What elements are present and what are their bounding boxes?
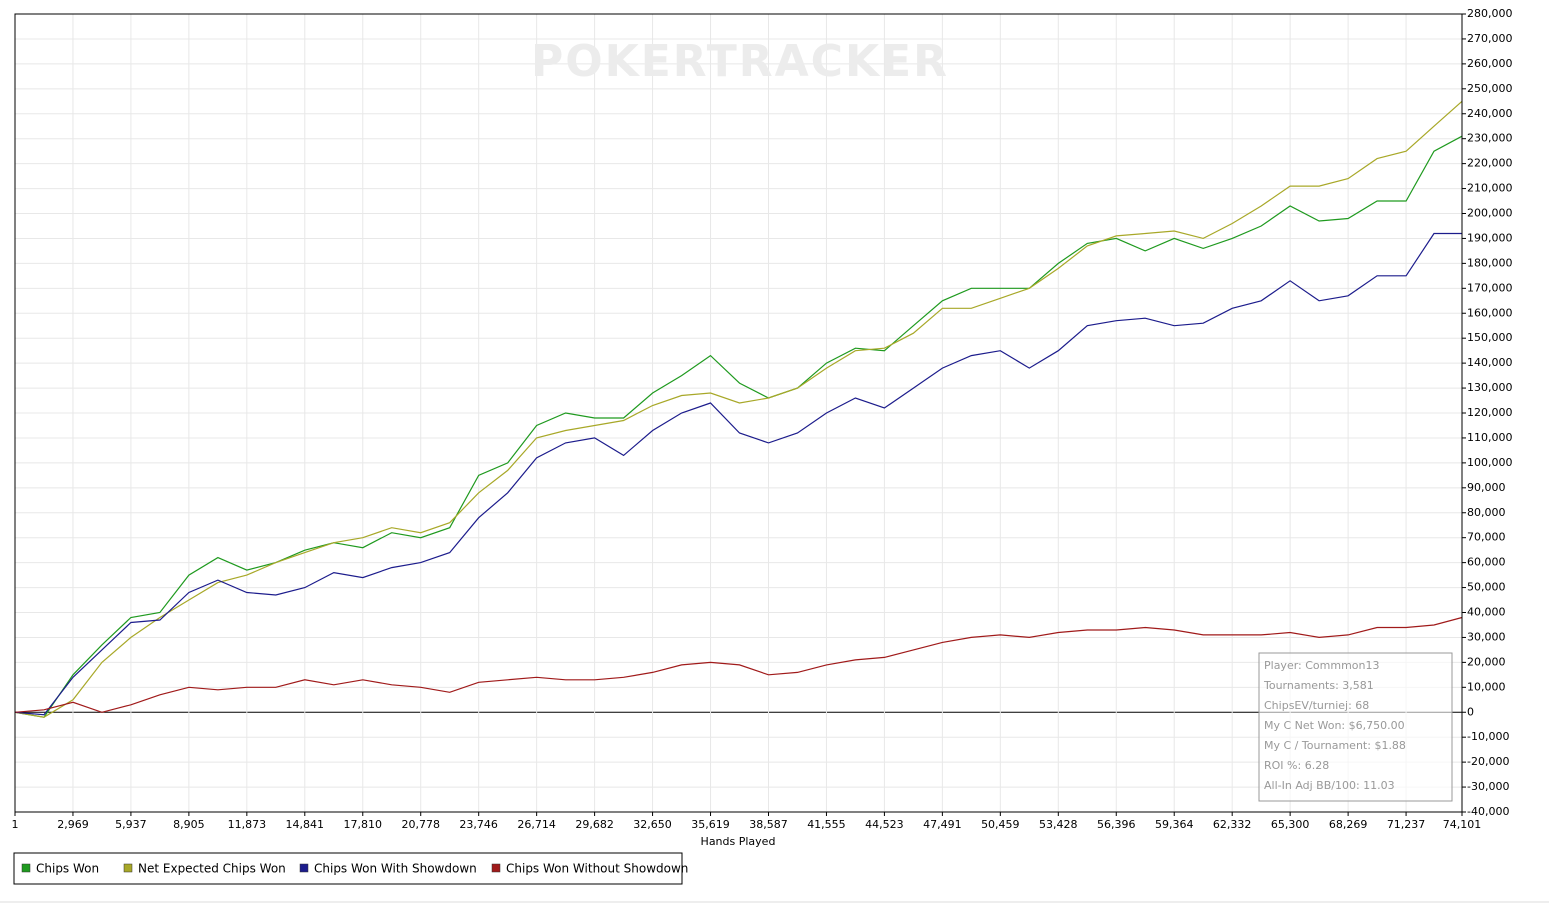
y-tick-label: 230,000 bbox=[1467, 132, 1513, 145]
y-tick-label: 80,000 bbox=[1467, 506, 1506, 519]
info-line: My C Net Won: $6,750.00 bbox=[1264, 719, 1405, 732]
legend-swatch bbox=[299, 863, 309, 873]
y-tick-label: 70,000 bbox=[1467, 531, 1506, 544]
x-tick-label: 53,428 bbox=[1039, 818, 1078, 831]
info-line: ChipsEV/turniej: 68 bbox=[1264, 699, 1369, 712]
x-tick-label: 32,650 bbox=[633, 818, 672, 831]
legend-label: Net Expected Chips Won bbox=[138, 862, 286, 876]
y-tick-label: 10,000 bbox=[1467, 680, 1506, 693]
y-tick-label: 250,000 bbox=[1467, 82, 1513, 95]
y-tick-label: -10,000 bbox=[1467, 730, 1509, 743]
y-tick-label: 130,000 bbox=[1467, 381, 1513, 394]
legend-label: Chips Won bbox=[36, 862, 99, 876]
legend-label: Chips Won Without Showdown bbox=[506, 862, 688, 876]
x-tick-label: 74,101 bbox=[1443, 818, 1482, 831]
y-tick-label: 50,000 bbox=[1467, 581, 1506, 594]
x-tick-label: 44,523 bbox=[865, 818, 904, 831]
x-tick-label: 41,555 bbox=[807, 818, 846, 831]
legend-swatch bbox=[491, 863, 501, 873]
x-tick-label: 50,459 bbox=[981, 818, 1020, 831]
x-tick-label: 56,396 bbox=[1097, 818, 1136, 831]
grid bbox=[14, 13, 1463, 813]
legend-swatch bbox=[123, 863, 133, 873]
x-tick-label: 59,364 bbox=[1155, 818, 1194, 831]
y-tick-label: 190,000 bbox=[1467, 231, 1513, 244]
y-tick-label: 200,000 bbox=[1467, 207, 1513, 220]
y-tick-label: 110,000 bbox=[1467, 431, 1513, 444]
x-tick-label: 1 bbox=[12, 818, 19, 831]
x-tick-label: 26,714 bbox=[517, 818, 556, 831]
y-tick-label: -20,000 bbox=[1467, 755, 1509, 768]
y-tick-label: 260,000 bbox=[1467, 57, 1513, 70]
x-tick-label: 68,269 bbox=[1329, 818, 1368, 831]
y-tick-label: 100,000 bbox=[1467, 456, 1513, 469]
legend-swatch bbox=[21, 863, 31, 873]
x-tick-label: 62,332 bbox=[1213, 818, 1252, 831]
series-line bbox=[14, 616, 1463, 713]
lines bbox=[14, 100, 1463, 718]
x-tick-label: 8,905 bbox=[173, 818, 205, 831]
watermark: POKERTRACKER bbox=[531, 36, 949, 87]
legend: Chips Won Net Expected Chips Won Chips Won… bbox=[13, 852, 688, 885]
y-tick-label: 120,000 bbox=[1467, 406, 1513, 419]
y-tick-label: 20,000 bbox=[1467, 655, 1506, 668]
series-line bbox=[14, 232, 1462, 716]
y-tick-label: -30,000 bbox=[1467, 780, 1509, 793]
x-axis-label: Hands Played bbox=[701, 835, 776, 848]
x-tick-label: 23,746 bbox=[459, 818, 498, 831]
x-tick-label: 65,300 bbox=[1271, 818, 1310, 831]
y-tick-label: 60,000 bbox=[1467, 556, 1506, 569]
y-tick-label: 140,000 bbox=[1467, 356, 1513, 369]
y-tick-label: 160,000 bbox=[1467, 306, 1513, 319]
x-tick-label: 35,619 bbox=[691, 818, 730, 831]
info-line: Tournaments: 3,581 bbox=[1263, 679, 1374, 692]
info-line: All-In Adj BB/100: 11.03 bbox=[1264, 779, 1395, 792]
x-tick-label: 5,937 bbox=[115, 818, 147, 831]
info-line: Player: Commmon13 bbox=[1264, 659, 1380, 672]
x-tick-label: 29,682 bbox=[575, 818, 614, 831]
info-line: ROI %: 6.28 bbox=[1264, 759, 1329, 772]
x-tick-label: 2,969 bbox=[57, 818, 89, 831]
series-line bbox=[14, 100, 1463, 718]
y-tick-label: 0 bbox=[1467, 705, 1474, 718]
y-tick-label: 90,000 bbox=[1467, 481, 1506, 494]
y-tick-label: 180,000 bbox=[1467, 256, 1513, 269]
y-tick-label: 210,000 bbox=[1467, 182, 1513, 195]
info-box-frame bbox=[1258, 652, 1453, 802]
y-tick-label: 240,000 bbox=[1467, 107, 1513, 120]
x-tick-label: 11,873 bbox=[228, 818, 267, 831]
y-tick-label: 150,000 bbox=[1467, 331, 1513, 344]
x-tick-label: 38,587 bbox=[749, 818, 788, 831]
info-line: My C / Tournament: $1.88 bbox=[1264, 739, 1406, 752]
x-tick-label: 14,841 bbox=[286, 818, 325, 831]
x-tick-label: 17,810 bbox=[344, 818, 383, 831]
y-tick-label: 40,000 bbox=[1467, 606, 1506, 619]
y-tick-label: 270,000 bbox=[1467, 32, 1513, 45]
legend-label: Chips Won With Showdown bbox=[314, 862, 477, 876]
x-tick-label: 20,778 bbox=[401, 818, 440, 831]
y-tick-label: 220,000 bbox=[1467, 157, 1513, 170]
y-tick-label: -40,000 bbox=[1467, 805, 1509, 818]
y-tick-label: 30,000 bbox=[1467, 630, 1506, 643]
x-tick-label: 47,491 bbox=[923, 818, 962, 831]
info-box: Player: Commmon13 Tournaments: 3,581 Chips… bbox=[1258, 652, 1453, 802]
x-tick-label: 71,237 bbox=[1387, 818, 1426, 831]
series-line bbox=[14, 135, 1463, 718]
y-tick-label: 280,000 bbox=[1467, 7, 1513, 20]
y-tick-label: 170,000 bbox=[1467, 281, 1513, 294]
